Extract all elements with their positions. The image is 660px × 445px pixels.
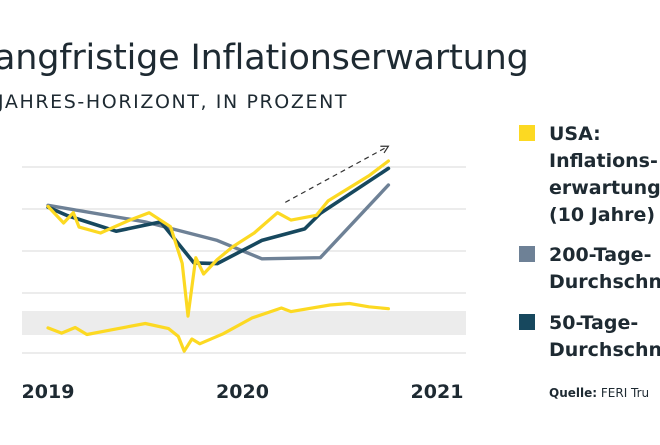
x-tick-label: 2020 — [216, 381, 269, 403]
trend-arrow-line — [285, 145, 389, 203]
x-tick-label: 2021 — [411, 381, 464, 403]
legend-label-200-tage: 200-Tage- Durchschn — [549, 244, 660, 293]
legend-swatch-200-tage — [519, 246, 535, 262]
series-line-ma50 — [46, 166, 391, 266]
trend-arrow — [285, 145, 390, 203]
series-line-usa — [46, 159, 390, 318]
legend-swatch-usa — [519, 125, 535, 141]
x-tick-label: 2019 — [22, 381, 75, 403]
series-line-usa-low — [46, 301, 390, 353]
source-note: Quelle: FERI Tru — [549, 386, 649, 400]
source-text: FERI Tru — [600, 386, 650, 400]
legend-label-usa: USA: Inflations- erwartung (10 Jahre) — [549, 123, 660, 226]
x-axis-ticks: 2019 2020 2021 — [22, 381, 464, 403]
legend-swatch-50-tage — [519, 314, 535, 330]
trend-arrow-head — [380, 145, 390, 154]
series-layer — [46, 159, 391, 353]
chart-title: angfristige Inflationserwartung — [0, 38, 529, 78]
chart-subtitle: JAHRES-HORIZONT, IN PROZENT — [0, 91, 349, 113]
legend-label-50-tage: 50-Tage- Durchschn — [549, 312, 660, 361]
source-label: Quelle: — [549, 386, 598, 400]
